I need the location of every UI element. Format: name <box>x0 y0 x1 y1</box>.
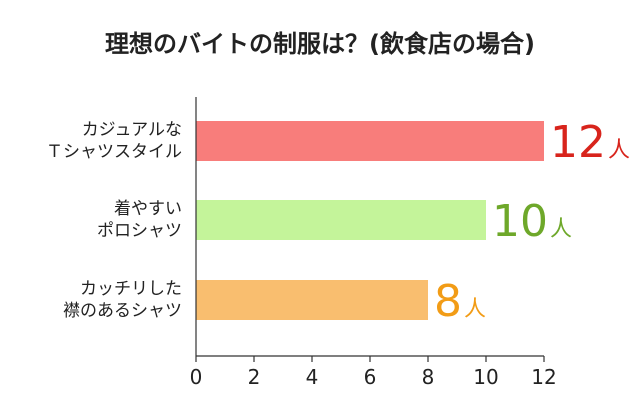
labels-layer: 12人カジュアルなＴシャツスタイル10人着やすいポロシャツ8人カッチリした襟のあ… <box>46 117 630 327</box>
category-label-1: カジュアルなＴシャツスタイル <box>46 120 182 162</box>
x-tick-label-10: 10 <box>473 365 498 389</box>
x-tick-label-8: 8 <box>422 365 435 389</box>
value-number: 10 <box>492 196 548 247</box>
value-unit: 人 <box>550 217 572 242</box>
x-tick-label-6: 6 <box>364 365 377 389</box>
category-label-line: カッチリした <box>80 279 182 299</box>
x-tick-label-2: 2 <box>248 365 261 389</box>
category-label-line: ポロシャツ <box>97 221 182 241</box>
category-label-line: 襟のあるシャツ <box>63 301 182 321</box>
category-label-line: カジュアルな <box>82 120 182 140</box>
chart-title: 理想のバイトの制服は？(飲食店の場合) <box>105 30 535 58</box>
axes-layer: 0 2 4 6 8 10 12 <box>190 97 557 389</box>
value-number: 12 <box>550 117 606 168</box>
value-label-2: 10人 <box>492 196 572 247</box>
value-number: 8 <box>434 276 462 327</box>
category-label-line: Ｔシャツスタイル <box>46 142 182 162</box>
value-label-1: 12人 <box>550 117 630 168</box>
category-label-2: 着やすいポロシャツ <box>97 199 182 241</box>
bar-2 <box>196 200 486 240</box>
bars-layer <box>196 121 544 320</box>
value-unit: 人 <box>464 297 486 322</box>
value-label-3: 8人 <box>434 276 486 327</box>
x-tick-label-12: 12 <box>531 365 556 389</box>
bar-1 <box>196 121 544 161</box>
value-unit: 人 <box>608 138 630 163</box>
category-label-3: カッチリした襟のあるシャツ <box>63 279 182 321</box>
category-label-line: 着やすい <box>114 199 182 219</box>
x-tick-label-4: 4 <box>306 365 319 389</box>
bar-3 <box>196 280 428 320</box>
x-tick-label-0: 0 <box>190 365 203 389</box>
